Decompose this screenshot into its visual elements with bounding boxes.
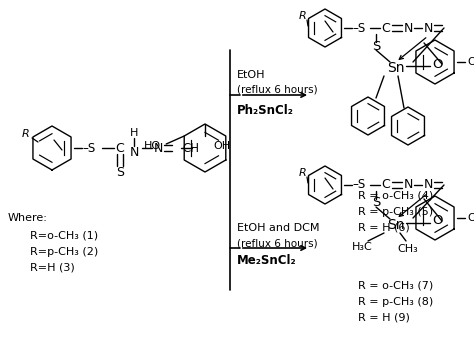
Text: EtOH: EtOH	[237, 70, 265, 80]
Text: R=H (3): R=H (3)	[30, 263, 75, 273]
Text: H: H	[130, 128, 138, 138]
Text: C: C	[382, 21, 391, 34]
Text: R=p-CH₃ (2): R=p-CH₃ (2)	[30, 247, 98, 257]
Text: (reflux 6 hours): (reflux 6 hours)	[237, 85, 318, 95]
Text: R = H (6): R = H (6)	[358, 223, 410, 233]
Text: R = o-CH₃ (4): R = o-CH₃ (4)	[358, 191, 433, 201]
Text: Ph₂SnCl₂: Ph₂SnCl₂	[237, 103, 294, 117]
Text: R: R	[22, 129, 30, 139]
Text: N: N	[403, 21, 413, 34]
Text: S: S	[372, 39, 380, 52]
Text: OH: OH	[467, 57, 474, 67]
Text: –S: –S	[82, 141, 95, 154]
Text: N: N	[403, 178, 413, 191]
Text: –S: –S	[352, 21, 365, 34]
Text: O: O	[433, 57, 443, 70]
Text: R = p-CH₃ (5): R = p-CH₃ (5)	[358, 207, 433, 217]
Text: O: O	[433, 215, 443, 227]
Text: CH₃: CH₃	[398, 244, 419, 254]
Text: N: N	[129, 146, 139, 158]
Text: EtOH and DCM: EtOH and DCM	[237, 223, 319, 233]
Text: R=o-CH₃ (1): R=o-CH₃ (1)	[30, 231, 98, 241]
Text: C: C	[116, 141, 124, 154]
Text: HO: HO	[144, 141, 161, 151]
Text: OH: OH	[213, 141, 230, 151]
Text: N: N	[423, 21, 433, 34]
Text: Sn: Sn	[387, 218, 405, 232]
Text: R = p-CH₃ (8): R = p-CH₃ (8)	[358, 297, 433, 307]
Text: R: R	[299, 11, 307, 21]
Text: Me₂SnCl₂: Me₂SnCl₂	[237, 254, 297, 267]
Text: OH: OH	[467, 213, 474, 223]
Text: H₃C: H₃C	[352, 242, 373, 252]
Text: CH: CH	[182, 141, 199, 154]
Text: R = H (9): R = H (9)	[358, 313, 410, 323]
Text: S: S	[372, 197, 380, 209]
Text: Where:: Where:	[8, 213, 48, 223]
Text: N: N	[153, 141, 163, 154]
Text: Sn: Sn	[387, 61, 405, 75]
Text: –S: –S	[352, 178, 365, 191]
Text: R = o-CH₃ (7): R = o-CH₃ (7)	[358, 281, 433, 291]
Text: R: R	[299, 168, 307, 178]
Text: C: C	[382, 178, 391, 191]
Text: (reflux 6 hours): (reflux 6 hours)	[237, 238, 318, 248]
Text: N: N	[423, 178, 433, 191]
Text: S: S	[116, 166, 124, 178]
